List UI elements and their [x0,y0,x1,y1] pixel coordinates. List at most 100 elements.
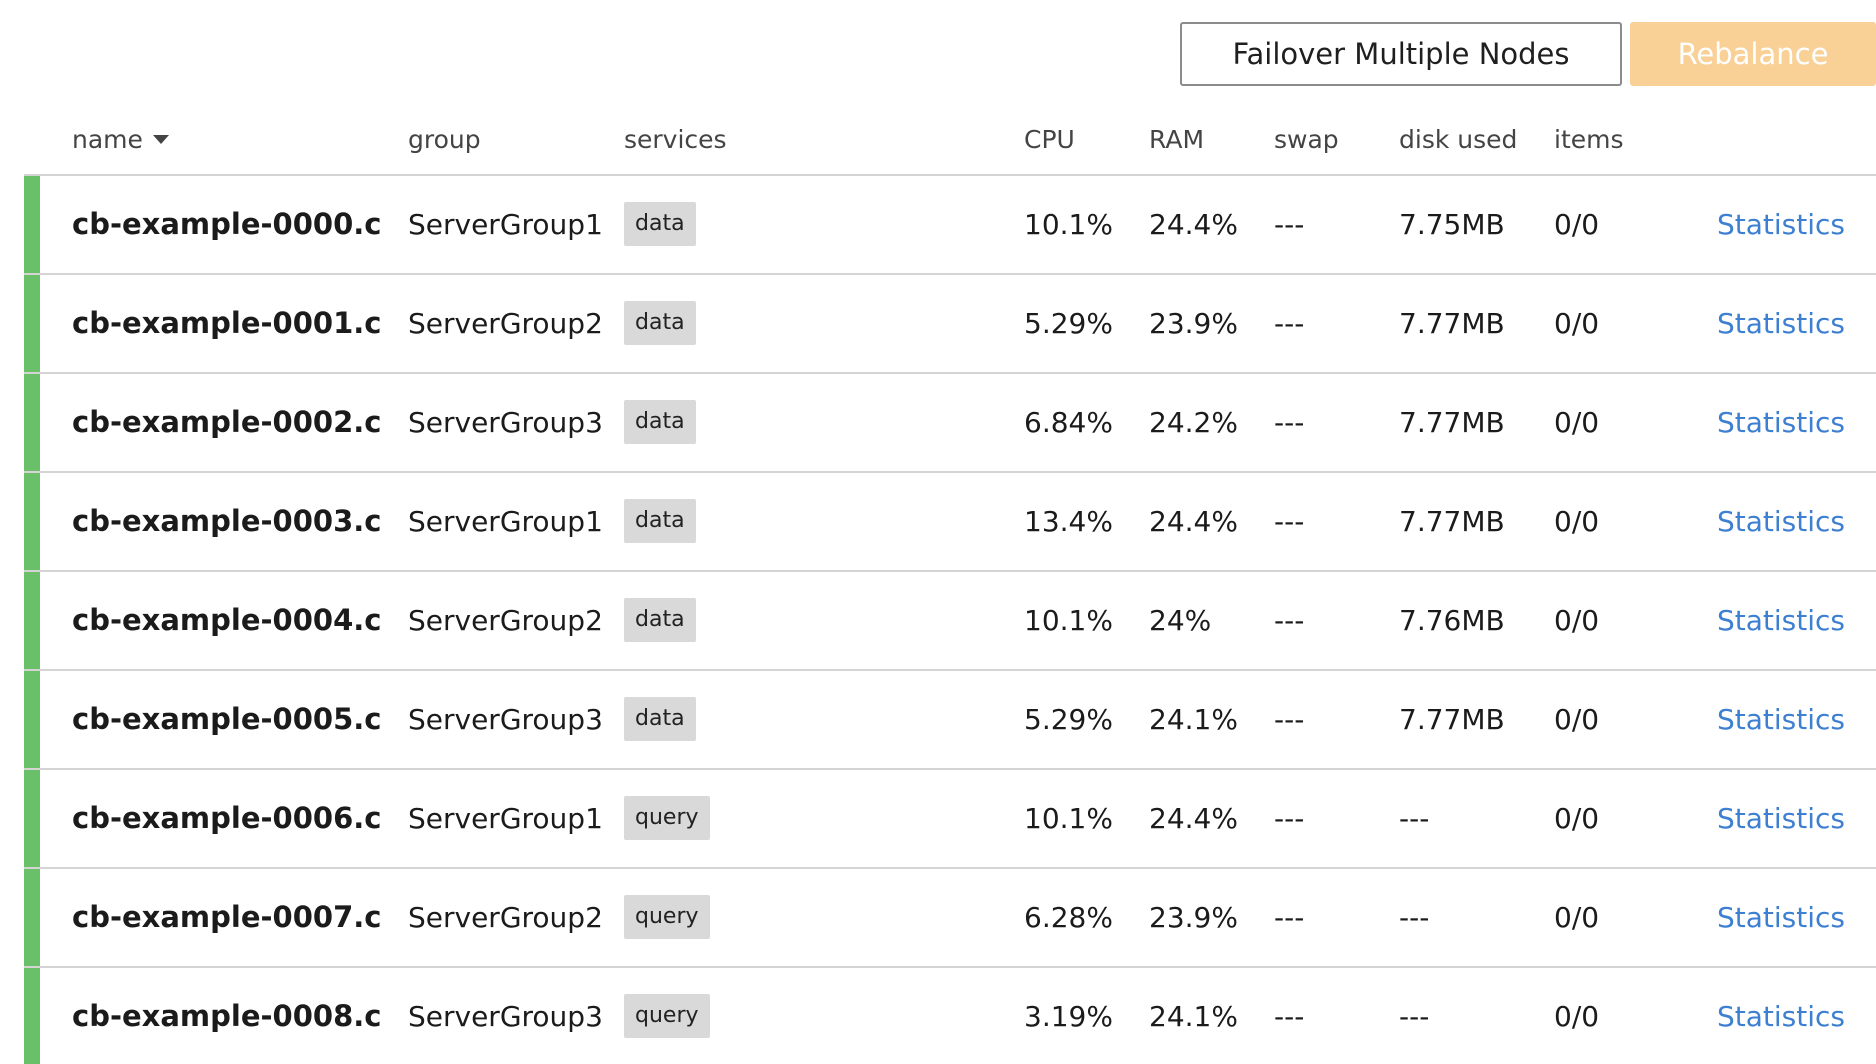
node-status-indicator [24,770,40,867]
column-header-services[interactable]: services [624,125,727,154]
node-services: data [624,176,696,273]
table-row[interactable]: cb-example-0005.c... ServerGroup3 data 5… [24,671,1876,770]
table-row[interactable]: cb-example-0003.c... ServerGroup1 data 1… [24,473,1876,572]
rebalance-button[interactable]: Rebalance [1630,22,1876,86]
node-items: 0/0 [1554,703,1600,736]
node-swap: --- [1274,604,1305,637]
node-items: 0/0 [1554,604,1600,637]
statistics-link[interactable]: Statistics [1717,604,1845,637]
node-services: data [624,275,696,372]
table-body: cb-example-0000.c... ServerGroup1 data 1… [24,176,1876,1064]
node-services: data [624,374,696,471]
node-status-indicator [24,176,40,273]
node-services: data [624,671,696,768]
node-name: cb-example-0008.c... [72,999,382,1033]
service-badge: data [624,499,696,543]
node-swap: --- [1274,307,1305,340]
statistics-link[interactable]: Statistics [1717,703,1845,736]
node-group: ServerGroup1 [408,802,603,835]
column-header-name[interactable]: name [72,106,169,174]
node-status-indicator [24,473,40,570]
node-services: data [624,572,696,669]
column-header-name-label: name [72,125,143,154]
column-header-group[interactable]: group [408,125,481,154]
column-header-cpu[interactable]: CPU [1024,125,1075,154]
node-disk-used: --- [1399,1000,1430,1033]
service-badge: query [624,895,710,939]
column-header-swap[interactable]: swap [1274,125,1339,154]
node-group: ServerGroup3 [408,406,603,439]
statistics-link[interactable]: Statistics [1717,208,1845,241]
table-row[interactable]: cb-example-0008.c... ServerGroup3 query … [24,968,1876,1064]
node-name: cb-example-0006.c... [72,801,382,835]
node-status-indicator [24,572,40,669]
node-status-indicator [24,968,40,1064]
table-row[interactable]: cb-example-0000.c... ServerGroup1 data 1… [24,176,1876,275]
column-header-ram[interactable]: RAM [1149,125,1205,154]
node-disk-used: --- [1399,901,1430,934]
node-services: query [624,770,710,867]
service-badge: data [624,202,696,246]
node-ram: 24.2% [1149,406,1238,439]
node-ram: 23.9% [1149,307,1238,340]
node-items: 0/0 [1554,406,1600,439]
node-status-indicator [24,275,40,372]
node-ram: 24.1% [1149,703,1238,736]
node-disk-used: --- [1399,802,1430,835]
node-cpu: 10.1% [1024,208,1113,241]
node-swap: --- [1274,703,1305,736]
node-swap: --- [1274,802,1305,835]
node-swap: --- [1274,208,1305,241]
node-swap: --- [1274,1000,1305,1033]
toolbar: Failover Multiple Nodes Rebalance [1180,22,1876,88]
node-name: cb-example-0001.c... [72,306,382,340]
table-header: name group services CPU RAM swap disk us… [24,106,1876,176]
statistics-link[interactable]: Statistics [1717,901,1845,934]
column-header-disk-used[interactable]: disk used [1399,125,1518,154]
node-items: 0/0 [1554,307,1600,340]
node-disk-used: 7.76MB [1399,604,1505,637]
node-disk-used: 7.77MB [1399,406,1505,439]
node-name: cb-example-0005.c... [72,702,382,736]
node-group: ServerGroup1 [408,208,603,241]
node-group: ServerGroup3 [408,703,603,736]
node-swap: --- [1274,505,1305,538]
sort-caret-down-icon [152,134,169,144]
node-items: 0/0 [1554,1000,1600,1033]
node-cpu: 10.1% [1024,802,1113,835]
node-name: cb-example-0002.c... [72,405,382,439]
failover-multiple-nodes-button[interactable]: Failover Multiple Nodes [1180,22,1622,86]
node-ram: 24.4% [1149,802,1238,835]
node-items: 0/0 [1554,802,1600,835]
service-badge: query [624,796,710,840]
table-row[interactable]: cb-example-0006.c... ServerGroup1 query … [24,770,1876,869]
node-disk-used: 7.77MB [1399,703,1505,736]
node-cpu: 5.29% [1024,703,1113,736]
statistics-link[interactable]: Statistics [1717,802,1845,835]
node-items: 0/0 [1554,901,1600,934]
column-header-items[interactable]: items [1554,125,1624,154]
statistics-link[interactable]: Statistics [1717,406,1845,439]
node-items: 0/0 [1554,505,1600,538]
table-row[interactable]: cb-example-0001.c... ServerGroup2 data 5… [24,275,1876,374]
service-badge: data [624,400,696,444]
node-swap: --- [1274,406,1305,439]
node-items: 0/0 [1554,208,1600,241]
node-ram: 24.1% [1149,1000,1238,1033]
table-row[interactable]: cb-example-0004.c... ServerGroup2 data 1… [24,572,1876,671]
table-row[interactable]: cb-example-0007.c... ServerGroup2 query … [24,869,1876,968]
service-badge: data [624,301,696,345]
node-cpu: 13.4% [1024,505,1113,538]
node-group: ServerGroup2 [408,901,603,934]
table-row[interactable]: cb-example-0002.c... ServerGroup3 data 6… [24,374,1876,473]
node-disk-used: 7.77MB [1399,307,1505,340]
node-services: query [624,869,710,966]
node-ram: 24.4% [1149,505,1238,538]
statistics-link[interactable]: Statistics [1717,505,1845,538]
statistics-link[interactable]: Statistics [1717,1000,1845,1033]
service-badge: data [624,598,696,642]
node-status-indicator [24,671,40,768]
statistics-link[interactable]: Statistics [1717,307,1845,340]
node-name: cb-example-0007.c... [72,900,382,934]
node-name: cb-example-0004.c... [72,603,382,637]
